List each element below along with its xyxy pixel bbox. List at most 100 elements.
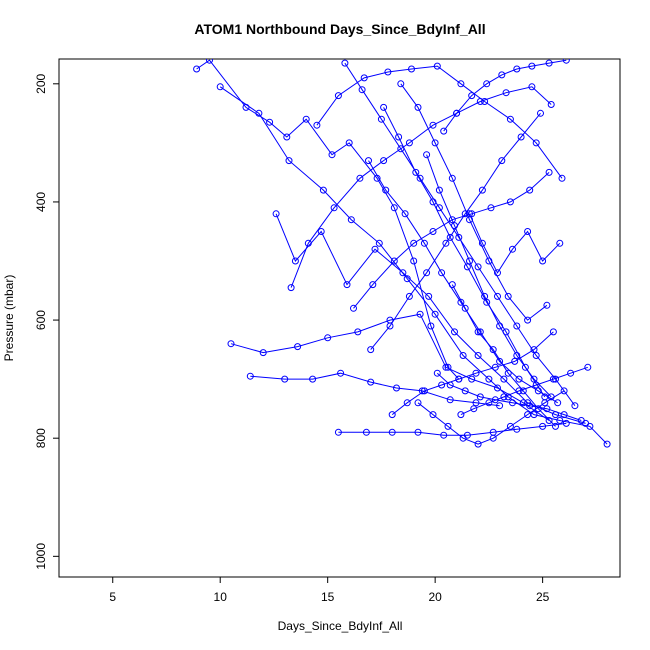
data-point [556,239,564,247]
data-point [496,322,504,330]
series-12 [367,109,544,354]
data-point [365,157,372,165]
data-point [461,304,469,312]
data-point [541,399,549,407]
series-13 [380,103,549,401]
data-point [193,65,201,73]
data-point [416,174,424,182]
y-tick-label: 400 [34,192,48,212]
data-point [367,378,375,386]
y-tick-label: 600 [34,310,48,330]
data-point [562,59,570,64]
y-tick-label: 1000 [34,543,48,570]
x-tick-label: 25 [536,590,550,604]
data-point [360,74,368,82]
data-point [356,174,364,182]
x-tick-label: 15 [321,590,335,604]
data-point [584,363,592,371]
data-point [285,157,293,165]
data-point [328,151,336,159]
series-14 [388,328,557,419]
data-point [552,422,559,430]
series-line [400,83,548,321]
data-point [513,65,521,73]
data-point [494,292,501,300]
data-point [388,428,396,436]
data-point [567,369,575,377]
data-point [408,65,415,73]
data-point [547,393,555,401]
data-point [414,399,422,407]
data-point [487,204,495,212]
plot-frame [58,58,621,578]
series-8 [334,419,570,439]
series-line [417,390,565,445]
data-point [474,352,482,359]
data-point [395,133,403,141]
series-3 [227,310,553,424]
data-point [405,139,413,147]
series-line [426,154,552,398]
series-line [316,65,563,179]
data-point [509,399,516,407]
data-point [448,281,456,289]
data-point [431,139,439,147]
data-point [459,434,467,442]
data-point [554,399,562,407]
data-point [405,292,413,300]
data-point [291,257,299,265]
data-point [438,269,446,277]
data-point [358,86,366,94]
data-point [470,405,478,413]
y-axis-label: Pressure (mbar) [2,275,16,362]
data-point [558,174,566,182]
data-point [530,346,538,354]
data-point [347,216,355,224]
data-point [515,387,523,395]
data-point [461,210,469,218]
data-point [577,417,585,424]
data-point [442,239,450,247]
data-point [440,127,448,135]
series-line [469,213,561,274]
data-point [560,411,568,419]
data-point [397,80,405,88]
data-point [571,402,579,410]
data-point [496,402,504,410]
data-point [453,109,461,117]
data-point [255,109,263,117]
data-point [367,346,375,354]
data-point [429,121,437,129]
data-point [429,198,437,206]
data-point [502,89,510,97]
data-point [446,396,454,404]
data-point [478,239,486,247]
data-point [446,381,454,389]
data-point [530,375,538,383]
series-line [250,372,500,407]
data-point [390,257,398,265]
data-point [457,411,465,419]
data-point [524,228,532,235]
data-point [425,292,433,300]
data-point [513,352,521,359]
data-point [388,411,396,419]
data-point [448,216,456,224]
data-point [545,59,553,67]
data-point [435,186,443,194]
x-axis: 5 10 15 20 25 [109,577,550,604]
data-point [371,245,379,253]
data-point [539,422,547,430]
data-point [521,363,529,371]
data-point [461,387,469,395]
data-point [455,233,463,241]
series-11 [365,157,562,407]
series-line [370,112,541,350]
data-point [345,139,353,147]
data-point [498,157,506,165]
data-point [444,422,452,430]
series-line [436,372,582,421]
data-point [478,186,486,194]
series-21 [457,363,592,419]
data-point [524,316,532,324]
